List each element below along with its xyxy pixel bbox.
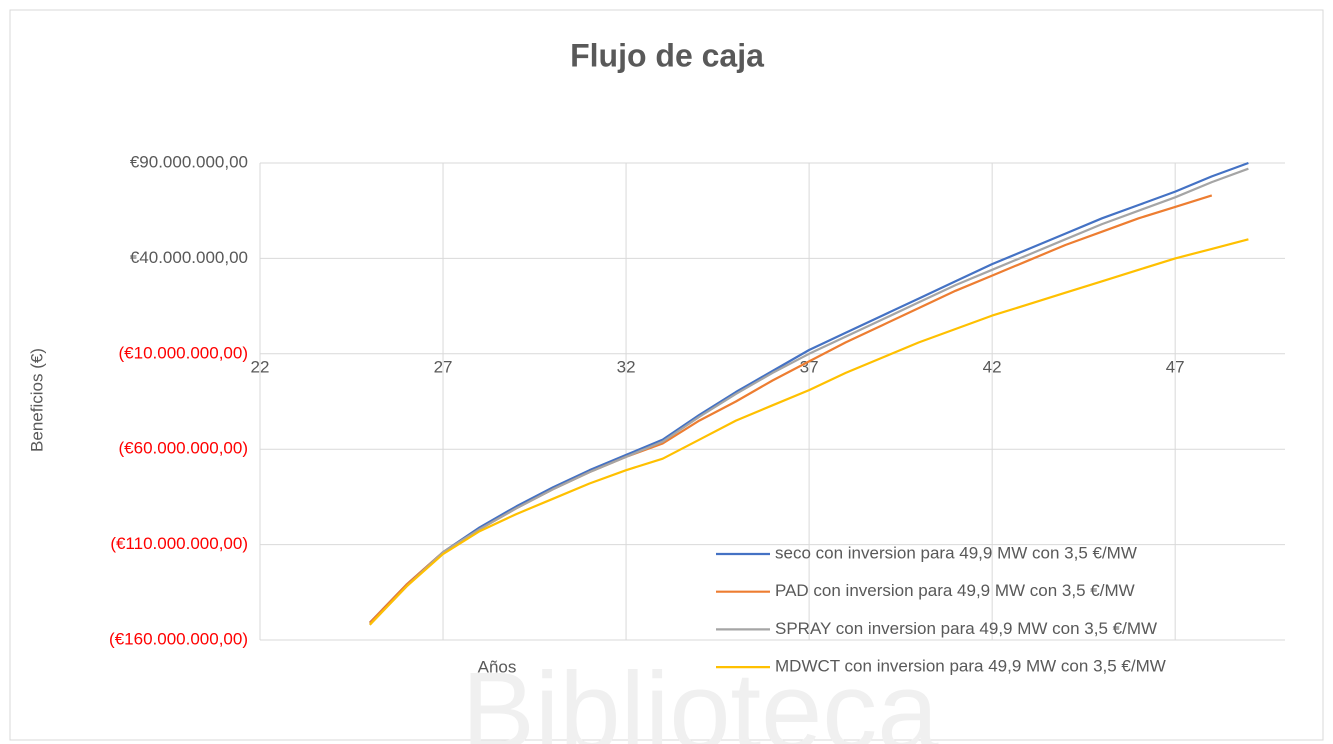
legend-label: PAD con inversion para 49,9 MW con 3,5 €… — [775, 581, 1135, 600]
y-tick-label: (€10.000.000,00) — [119, 343, 249, 362]
series-line — [369, 238, 1249, 626]
chart-title: Flujo de caja — [570, 37, 764, 73]
y-tick-label: (€160.000.000,00) — [109, 629, 248, 648]
legend-label: seco con inversion para 49,9 MW con 3,5 … — [775, 543, 1137, 562]
y-tick-label: €40.000.000,00 — [130, 248, 248, 267]
y-tick-label: (€60.000.000,00) — [119, 439, 249, 458]
watermark: Biblioteca — [462, 650, 940, 744]
y-tick-label: €90.000.000,00 — [130, 152, 248, 171]
y-tick-label: (€110.000.000,00) — [110, 534, 248, 553]
series-line — [369, 161, 1249, 624]
legend-label: SPRAY con inversion para 49,9 MW con 3,5… — [775, 619, 1157, 638]
x-axis-label: Años — [478, 657, 517, 676]
series-line — [369, 167, 1249, 626]
legend-label: MDWCT con inversion para 49,9 MW con 3,5… — [775, 657, 1166, 676]
chart-frame — [9, 9, 1324, 741]
y-axis-label: Beneficios (€) — [27, 348, 46, 452]
